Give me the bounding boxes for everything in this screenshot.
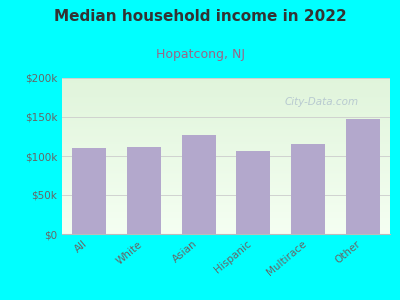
Bar (236, 151, 270, 234)
Text: Median household income in 2022: Median household income in 2022 (54, 9, 346, 24)
Bar (346, 119, 380, 234)
Bar (127, 147, 161, 234)
Text: Hopatcong, NJ: Hopatcong, NJ (156, 48, 244, 61)
Text: City-Data.com: City-Data.com (285, 97, 359, 107)
Bar (291, 143, 325, 234)
Bar (182, 135, 216, 234)
Bar (72, 148, 106, 234)
